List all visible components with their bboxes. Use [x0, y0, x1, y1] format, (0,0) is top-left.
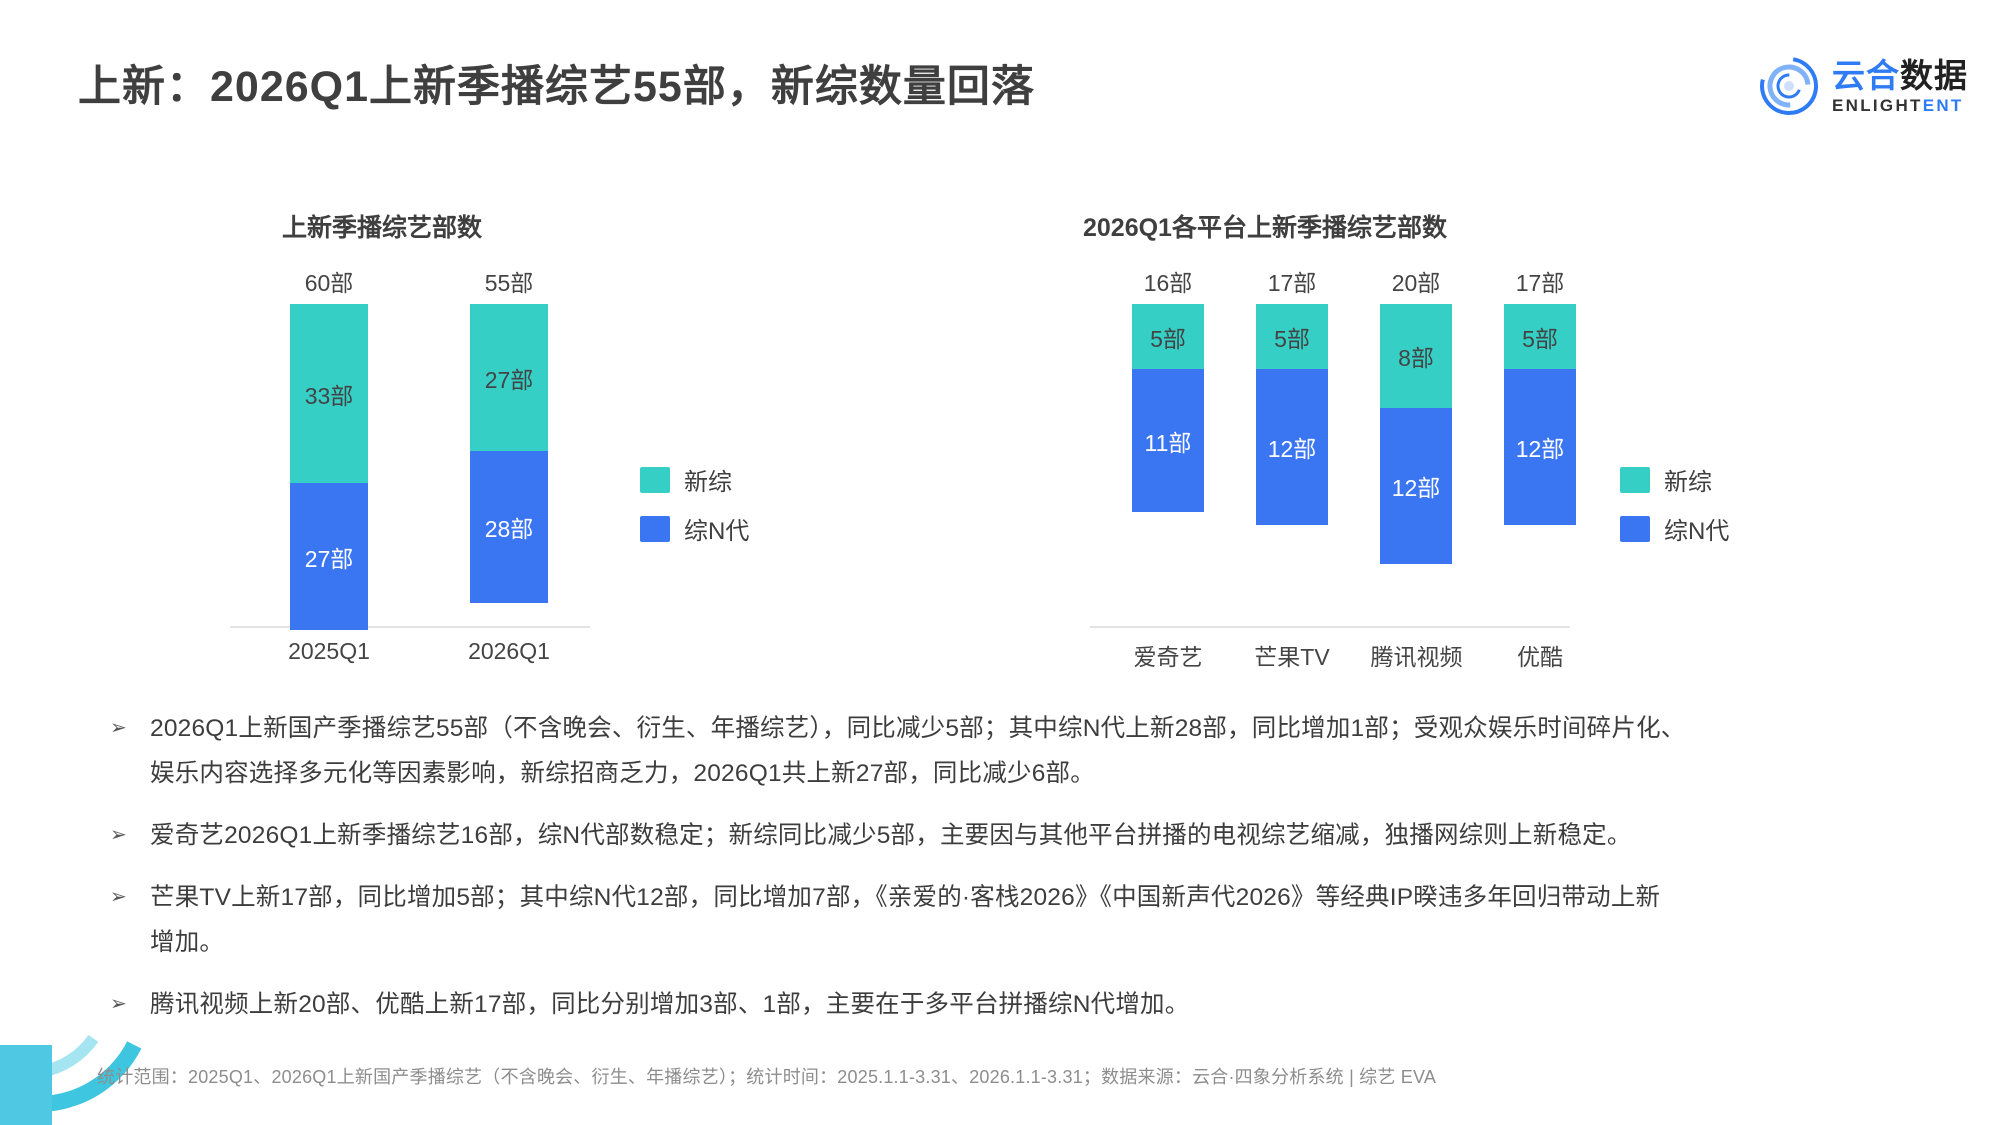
right-chart-axis — [1090, 626, 1570, 628]
legend-item-new-variety[interactable]: 新综 — [1620, 462, 1729, 497]
legend-swatch-icon — [1620, 515, 1650, 542]
segment-label: 12部 — [1267, 436, 1317, 462]
right-chart-legend: 新综 综N代 — [1620, 462, 1729, 546]
bullet-arrow-icon: ➢ — [110, 717, 127, 739]
logo-wordmark: 云合数据 ENLIGHTENT — [1832, 59, 1968, 114]
bullet-line: 增加。 — [150, 929, 225, 956]
category-label-2026Q1: 2026Q1 — [468, 638, 550, 664]
segment-label: 12部 — [1515, 436, 1565, 462]
bar-mangotv[interactable]: 17部 5部 12部 — [1256, 270, 1328, 630]
legend-swatch-icon — [1620, 466, 1650, 493]
bullet-item: ➢ 2026Q1上新国产季播综艺55部（不含晚会、衍生、年播综艺），同比减少5部… — [110, 706, 1920, 796]
bar-2026Q1[interactable]: 55部 27部 28部 — [470, 270, 548, 630]
segment-new-variety[interactable]: 27部 — [470, 304, 548, 451]
category-label-2025Q1: 2025Q1 — [288, 638, 370, 664]
bar-total-label: 20部 — [1391, 270, 1441, 296]
logo-cn-part1: 云合 — [1832, 56, 1900, 94]
bullet-line: 腾讯视频上新20部、优酷上新17部，同比分别增加3部、1部，主要在于多平台拼播综… — [150, 991, 1190, 1018]
bullet-item: ➢ 芒果TV上新17部，同比增加5部；其中综N代12部，同比增加7部，《亲爱的·… — [110, 875, 1920, 965]
logo-en-part2: ENT — [1922, 95, 1964, 115]
decorative-corner-block — [0, 1045, 52, 1125]
legend-swatch-icon — [640, 466, 670, 493]
segment-new-variety[interactable]: 5部 — [1256, 304, 1328, 369]
bullet-item: ➢ 腾讯视频上新20部、优酷上新17部，同比分别增加3部、1部，主要在于多平台拼… — [110, 982, 1920, 1027]
segment-n-generation[interactable]: 28部 — [470, 451, 548, 603]
bullet-text: 2026Q1上新国产季播综艺55部（不含晚会、衍生、年播综艺），同比减少5部；其… — [150, 706, 1685, 796]
right-chart-title: 2026Q1各平台上新季播综艺部数 — [1083, 214, 1447, 242]
legend-label: 综N代 — [1664, 518, 1730, 545]
bar-aiqiyi[interactable]: 16部 5部 11部 — [1132, 270, 1204, 630]
bar-total-label: 17部 — [1267, 270, 1317, 296]
bullet-text: 芒果TV上新17部，同比增加5部；其中综N代12部，同比增加7部，《亲爱的·客栈… — [150, 875, 1660, 965]
bullet-text: 爱奇艺2026Q1上新季播综艺16部，综N代部数稳定；新综同比减少5部，主要因与… — [150, 813, 1632, 858]
logo-cn-part2: 数据 — [1900, 56, 1968, 94]
category-label-mangotv: 芒果TV — [1254, 644, 1330, 670]
right-chart: 16部 5部 11部 爱奇艺 17部 5部 12部 芒果TV 20部 8部 — [1090, 270, 1590, 670]
brand-logo: 云合数据 ENLIGHTENT — [1758, 55, 1968, 117]
bullet-line: 2026Q1上新国产季播综艺55部（不含晚会、衍生、年播综艺），同比减少5部；其… — [150, 715, 1686, 742]
segment-label: 27部 — [484, 366, 534, 393]
segment-label: 5部 — [1274, 325, 1310, 352]
footnote: 统计范围：2025Q1、2026Q1上新国产季播综艺（不含晚会、衍生、年播综艺）… — [97, 1067, 1437, 1087]
enlightent-circle-logo-icon — [1758, 55, 1820, 117]
page-title: 上新：2026Q1上新季播综艺55部，新综数量回落 — [78, 63, 1035, 111]
bullet-line: 爱奇艺2026Q1上新季播综艺16部，综N代部数稳定；新综同比减少5部，主要因与… — [150, 822, 1632, 849]
bar-total-label: 16部 — [1143, 270, 1193, 296]
segment-n-generation[interactable]: 12部 — [1504, 369, 1576, 525]
legend-label: 新综 — [1664, 469, 1712, 496]
segment-label: 5部 — [1150, 325, 1186, 352]
left-chart-title: 上新季播综艺部数 — [282, 214, 483, 242]
bullet-item: ➢ 爱奇艺2026Q1上新季播综艺16部，综N代部数稳定；新综同比减少5部，主要… — [110, 813, 1920, 858]
bullet-line: 娱乐内容选择多元化等因素影响，新综招商乏力，2026Q1共上新27部，同比减少6… — [150, 760, 1095, 787]
segment-n-generation[interactable]: 12部 — [1380, 408, 1452, 564]
segment-n-generation[interactable]: 11部 — [1132, 369, 1204, 512]
bullet-text: 腾讯视频上新20部、优酷上新17部，同比分别增加3部、1部，主要在于多平台拼播综… — [150, 982, 1189, 1027]
bullet-line: 芒果TV上新17部，同比增加5部；其中综N代12部，同比增加7部，《亲爱的·客栈… — [150, 884, 1661, 911]
bar-total-label: 55部 — [484, 270, 534, 296]
segment-label: 12部 — [1391, 475, 1441, 501]
legend-swatch-icon — [640, 515, 670, 542]
legend-label: 综N代 — [684, 518, 750, 545]
category-label-aiqiyi: 爱奇艺 — [1133, 644, 1203, 670]
segment-label: 27部 — [304, 545, 354, 572]
bullet-arrow-icon: ➢ — [110, 886, 127, 908]
bar-2025Q1[interactable]: 60部 33部 27部 — [290, 270, 368, 630]
legend-item-n-generation[interactable]: 综N代 — [640, 511, 749, 546]
segment-n-generation[interactable]: 27部 — [290, 483, 368, 630]
category-label-tencent-video: 腾讯视频 — [1370, 644, 1463, 670]
legend-item-n-generation[interactable]: 综N代 — [1620, 511, 1729, 546]
segment-n-generation[interactable]: 12部 — [1256, 369, 1328, 525]
segment-new-variety[interactable]: 5部 — [1504, 304, 1576, 369]
bar-tencent-video[interactable]: 20部 8部 12部 — [1380, 270, 1452, 630]
segment-label: 11部 — [1144, 429, 1192, 456]
segment-label: 8部 — [1398, 345, 1434, 371]
left-chart: 60部 33部 27部 2025Q1 55部 27部 28部 2026Q1 — [230, 270, 590, 664]
segment-label: 33部 — [304, 382, 354, 409]
legend-item-new-variety[interactable]: 新综 — [640, 462, 749, 497]
segment-new-variety[interactable]: 33部 — [290, 304, 368, 483]
segment-label: 28部 — [484, 516, 534, 542]
left-chart-legend: 新综 综N代 — [640, 462, 749, 546]
category-label-youku: 优酷 — [1517, 644, 1563, 670]
left-chart-axis — [230, 626, 590, 628]
bullet-list: ➢ 2026Q1上新国产季播综艺55部（不含晚会、衍生、年播综艺），同比减少5部… — [110, 706, 1920, 1044]
logo-en-part1: ENLIGHT — [1832, 95, 1923, 115]
bar-total-label: 17部 — [1515, 270, 1565, 296]
bullet-arrow-icon: ➢ — [110, 993, 127, 1015]
bar-total-label: 60部 — [304, 270, 354, 296]
bullet-arrow-icon: ➢ — [110, 824, 127, 846]
segment-new-variety[interactable]: 8部 — [1380, 304, 1452, 408]
legend-label: 新综 — [684, 469, 732, 496]
bar-youku[interactable]: 17部 5部 12部 — [1504, 270, 1576, 630]
segment-label: 5部 — [1522, 325, 1558, 352]
segment-new-variety[interactable]: 5部 — [1132, 304, 1204, 369]
